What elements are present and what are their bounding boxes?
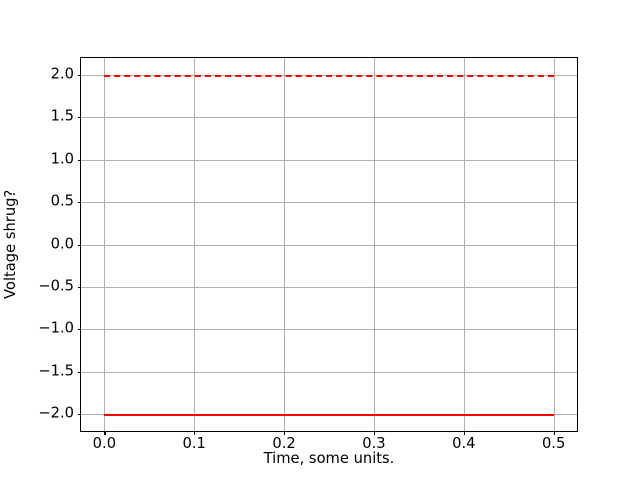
x-tick-label: 0.3 bbox=[362, 435, 386, 452]
x-tick-mark bbox=[194, 431, 196, 435]
y-tick-mark bbox=[77, 371, 81, 373]
x-tick-mark bbox=[104, 431, 106, 435]
y-tick-label: 2.0 bbox=[50, 65, 74, 83]
y-gridline bbox=[81, 117, 577, 119]
y-tick-label: 0.5 bbox=[50, 192, 74, 210]
x-tick-mark bbox=[463, 431, 465, 435]
y-gridline bbox=[81, 74, 577, 76]
y-gridline bbox=[81, 244, 577, 246]
y-tick-mark bbox=[77, 159, 81, 161]
y-tick-mark bbox=[77, 117, 81, 119]
y-tick-label: −1.0 bbox=[38, 319, 74, 337]
plot-axes: 0.0 0.1 0.2 0.3 0.4 0.5 2.0 1.5 1.0 0.5 0.0 −0.5 −1.… bbox=[38, 57, 578, 451]
y-tick-mark bbox=[77, 202, 81, 204]
y-tick-label: 1.5 bbox=[50, 107, 74, 125]
y-gridline bbox=[81, 159, 577, 161]
x-axis-label-text: Time, some units. bbox=[263, 450, 395, 467]
y-axis-label: Voltage shrug? bbox=[0, 57, 24, 432]
y-tick-mark bbox=[77, 74, 81, 77]
x-tick-label: 0.4 bbox=[452, 435, 476, 452]
y-tick-label: 0.0 bbox=[50, 235, 74, 253]
y-gridline bbox=[81, 329, 577, 331]
y-tick-label: −1.5 bbox=[38, 362, 74, 380]
x-tick-label: 0.1 bbox=[182, 435, 206, 452]
y-tick-mark bbox=[77, 329, 81, 331]
y-tick-label: 1.0 bbox=[50, 150, 74, 168]
y-gridline bbox=[81, 371, 577, 373]
x-axis-label: Time, some units. bbox=[80, 450, 578, 467]
y-tick-label: −0.5 bbox=[38, 277, 74, 295]
y-gridline bbox=[81, 202, 577, 204]
y-tick-label: −2.0 bbox=[38, 404, 74, 422]
y-tick-mark bbox=[77, 244, 81, 246]
x-tick-mark bbox=[553, 431, 555, 435]
x-tick-label: 0.2 bbox=[272, 435, 296, 452]
x-tick-mark bbox=[284, 431, 286, 435]
y-tick-mark bbox=[77, 414, 81, 416]
x-tick-label: 0.0 bbox=[92, 435, 117, 452]
x-tick-mark bbox=[373, 431, 376, 435]
y-axis-label-text: Voltage shrug? bbox=[2, 189, 20, 300]
x-tick-label: 0.5 bbox=[541, 435, 566, 452]
y-gridline bbox=[81, 414, 577, 416]
y-tick-mark bbox=[77, 286, 81, 289]
y-gridline bbox=[81, 286, 577, 288]
